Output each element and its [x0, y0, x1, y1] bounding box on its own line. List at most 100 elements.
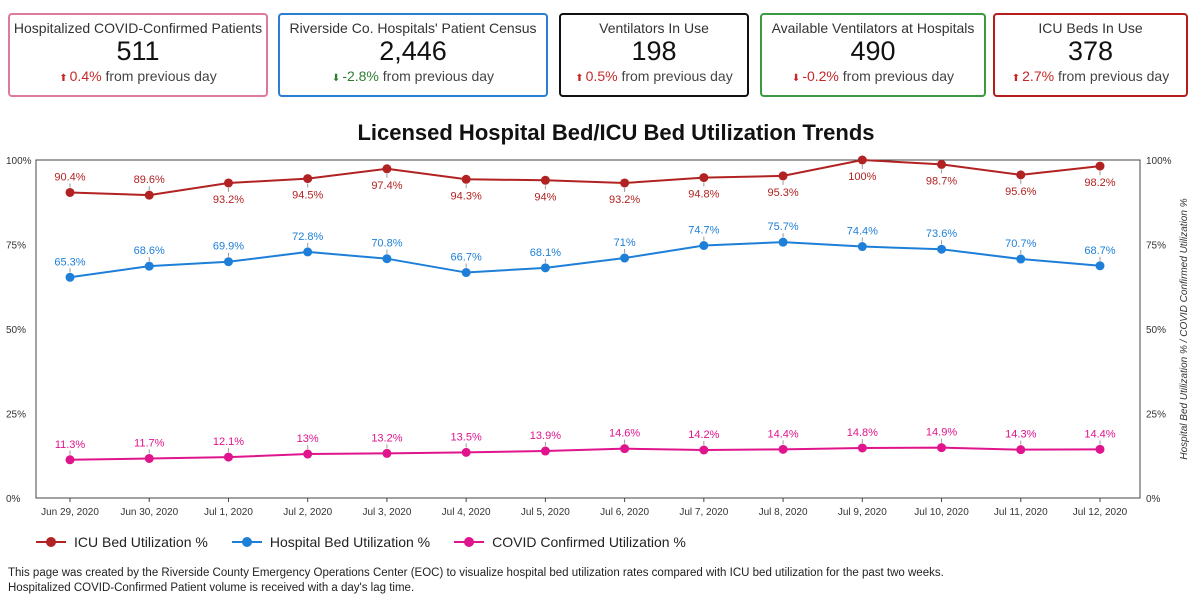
arrow-up-icon: ⬆ — [575, 73, 584, 84]
x-tick-label: Jul 12, 2020 — [1073, 507, 1128, 518]
legend-item-icu[interactable]: ICU Bed Utilization % — [36, 534, 208, 550]
y-tick-label-right: 0% — [1146, 494, 1161, 505]
card-value: 198 — [631, 36, 677, 66]
data-point — [620, 444, 630, 454]
data-point — [223, 257, 233, 267]
data-point — [382, 254, 392, 264]
data-point — [540, 175, 550, 185]
data-point — [223, 452, 233, 462]
data-point — [461, 447, 471, 457]
x-tick-label: Jul 4, 2020 — [442, 507, 491, 518]
legend-item-covid[interactable]: COVID Confirmed Utilization % — [454, 534, 686, 550]
data-label: 13.2% — [371, 432, 402, 444]
delta-suffix: from previous day — [382, 68, 495, 84]
data-point — [303, 174, 313, 184]
delta-percent: -0.2% — [802, 68, 839, 84]
legend-label: COVID Confirmed Utilization % — [492, 534, 686, 550]
data-label: 13% — [297, 433, 319, 445]
data-point — [1095, 161, 1105, 171]
kpi-card-available-ventilators: Available Ventilators at Hospitals 490 ⬇… — [760, 13, 986, 97]
legend-swatch-icon — [454, 536, 485, 548]
y-tick-label-left: 100% — [6, 156, 32, 167]
kpi-card-hospitalized-covid: Hospitalized COVID-Confirmed Patients 51… — [8, 13, 268, 97]
data-label: 68.7% — [1084, 245, 1115, 257]
delta-percent: 0.4% — [69, 68, 102, 84]
arrow-up-icon: ⬆ — [1011, 73, 1021, 84]
data-label: 98.2% — [1084, 177, 1115, 189]
series-line-1 — [69, 241, 1101, 279]
card-value: 2,446 — [379, 36, 447, 66]
data-point — [778, 237, 788, 247]
y-tick-label-left: 50% — [6, 325, 26, 336]
x-tick-label: Jul 1, 2020 — [204, 507, 253, 518]
data-point — [699, 445, 709, 455]
x-tick-label: Jun 30, 2020 — [120, 507, 178, 518]
legend-item-hospital[interactable]: Hospital Bed Utilization % — [231, 534, 430, 550]
data-label: 94.3% — [451, 190, 482, 202]
x-tick-label: Jul 6, 2020 — [600, 507, 649, 518]
data-label: 94% — [534, 191, 556, 203]
delta-suffix: from previous day — [842, 68, 955, 84]
card-delta: ⬇ -0.2% from previous day — [762, 68, 984, 84]
data-label: 14.4% — [767, 428, 798, 440]
x-tick-label: Jul 2, 2020 — [283, 507, 332, 518]
data-point — [699, 173, 709, 183]
chart-title: Licensed Hospital Bed/ICU Bed Utilizatio… — [357, 120, 875, 145]
data-point — [65, 455, 75, 465]
data-label: 70.8% — [371, 238, 402, 250]
data-point — [699, 241, 709, 251]
data-point — [1016, 445, 1026, 455]
x-tick-label: Jul 11, 2020 — [994, 507, 1048, 518]
data-label: 74.7% — [688, 225, 719, 237]
footer-line-2: Hospitalized COVID-Confirmed Patient vol… — [8, 582, 415, 594]
data-point — [857, 242, 867, 252]
data-point — [461, 174, 471, 184]
delta-percent: 0.5% — [585, 68, 618, 84]
data-label: 11.7% — [134, 437, 165, 449]
data-point — [540, 263, 550, 273]
data-point — [223, 178, 233, 188]
arrow-down-icon: ⬇ — [791, 73, 801, 84]
data-point — [937, 244, 947, 254]
data-label: 95.3% — [767, 187, 798, 199]
data-point — [144, 190, 154, 200]
data-point — [382, 164, 392, 174]
kpi-card-patient-census: Riverside Co. Hospitals' Patient Census … — [278, 13, 548, 97]
data-point — [461, 268, 471, 278]
data-label: 94.8% — [688, 189, 719, 201]
chart-data-labels: 90.4% 89.6% 93.2% 94.5% 97.4% 94.3% 94% 93.2% 94… — [54, 165, 1116, 455]
data-label: 66.7% — [451, 252, 482, 264]
arrow-up-icon: ⬆ — [59, 73, 68, 84]
arrow-down-icon: ⬇ — [331, 73, 341, 84]
x-tick-label: Jul 10, 2020 — [914, 507, 969, 518]
data-point — [303, 247, 313, 257]
delta-suffix: from previous day — [1057, 68, 1170, 84]
data-point — [778, 444, 788, 454]
data-label: 68.6% — [134, 245, 165, 257]
legend-swatch-icon — [36, 536, 66, 548]
data-point — [303, 449, 313, 459]
data-label: 70.7% — [1005, 238, 1036, 250]
kpi-cards: Hospitalized COVID-Confirmed Patients 51… — [8, 13, 1188, 97]
chart-legend: ICU Bed Utilization % Hospital Bed Utili… — [36, 534, 710, 550]
data-label: 95.6% — [1005, 186, 1036, 198]
data-point — [1016, 170, 1026, 180]
x-tick-label: Jul 3, 2020 — [362, 507, 411, 518]
y-tick-label-left: 25% — [6, 410, 26, 421]
y-tick-label-left: 0% — [6, 494, 21, 505]
data-point — [144, 261, 154, 271]
y-tick-label-right: 25% — [1146, 410, 1166, 421]
x-tick-label: Jul 9, 2020 — [838, 507, 887, 518]
data-point — [937, 443, 947, 453]
data-label: 100% — [848, 171, 876, 183]
y-tick-label-left: 75% — [6, 241, 26, 252]
x-tick-label: Jul 8, 2020 — [759, 507, 808, 518]
data-point — [65, 272, 75, 282]
data-label: 14.2% — [688, 429, 719, 441]
card-value: 511 — [116, 36, 160, 66]
legend-swatch-icon — [231, 536, 262, 548]
data-label: 12.1% — [213, 436, 244, 448]
series-line-2 — [69, 446, 1101, 461]
data-label: 11.3% — [55, 439, 86, 451]
kpi-card-icu-beds-in-use: ICU Beds In Use 378 ⬆ 2.7% from previous … — [993, 13, 1188, 97]
